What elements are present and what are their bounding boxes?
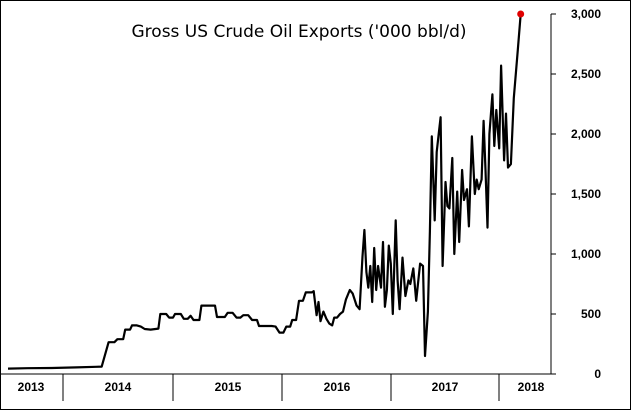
x-tick-label: 2017 [432,380,459,394]
y-tick-label: 0 [594,367,601,381]
y-tick-label: 3,000 [571,7,601,21]
plot-area: 0 500 1,000 1,500 2,000 2,500 3,000 2013 2014 201… [1,7,601,401]
x-tick-label: 2014 [105,380,132,394]
y-tick-label: 1,000 [571,247,601,261]
y-tick-label: 500 [581,307,601,321]
series-line [7,13,522,370]
x-tick-label: 2013 [18,380,45,394]
x-tick-label: 2018 [518,380,545,394]
x-tick-label: 2015 [215,380,242,394]
y-tick-label: 1,500 [571,187,601,201]
y-tick-label: 2,500 [571,67,601,81]
y-tick-label: 2,000 [571,127,601,141]
x-tick-label: 2016 [324,380,351,394]
chart-title: Gross US Crude Oil Exports ('000 bbl/d) [132,22,467,42]
latest-value-marker [517,10,525,18]
